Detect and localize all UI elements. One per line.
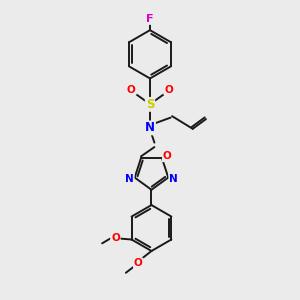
Text: N: N <box>145 122 155 134</box>
Text: N: N <box>125 174 134 184</box>
Text: O: O <box>127 85 136 94</box>
Text: F: F <box>146 14 154 24</box>
Text: O: O <box>134 258 142 268</box>
Text: O: O <box>111 233 120 243</box>
Text: S: S <box>146 98 154 111</box>
Text: O: O <box>163 151 172 161</box>
Text: N: N <box>169 174 178 184</box>
Text: O: O <box>164 85 173 94</box>
